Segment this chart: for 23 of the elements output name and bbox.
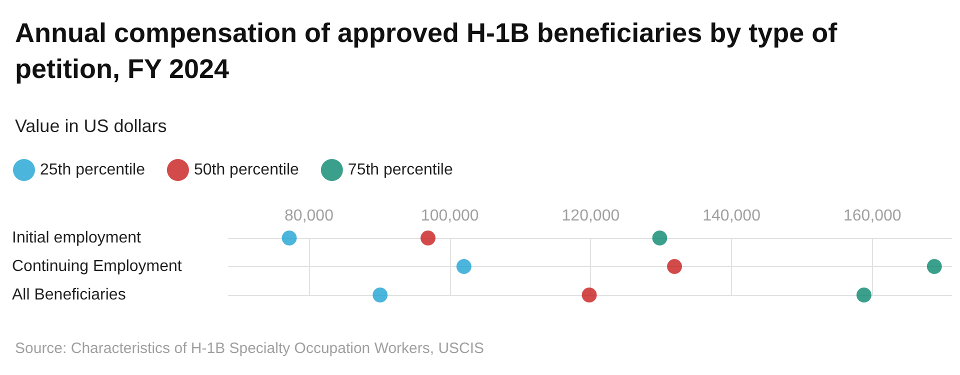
x-tick-label: 100,000: [420, 208, 479, 224]
point: [667, 259, 682, 274]
legend-label: 75th percentile: [348, 162, 453, 178]
chart-title: Annual compensation of approved H-1B beneficiaries by type of petition, FY 2024: [15, 18, 845, 84]
y-tick-label: Continuing Employment: [12, 258, 182, 275]
chart-subtitle: Value in US dollars: [15, 116, 167, 136]
x-tick-label: 160,000: [843, 208, 902, 224]
point: [282, 230, 297, 246]
x-tick-label: 140,000: [702, 208, 761, 224]
point: [652, 230, 668, 246]
point: [456, 259, 472, 274]
x-tick-label: 80,000: [284, 208, 334, 224]
point: [582, 288, 597, 302]
y-tick-label: All Beneficiaries: [12, 286, 126, 304]
y-tick-label: Initial employment: [12, 230, 142, 246]
point: [372, 288, 388, 302]
point: [420, 230, 436, 246]
x-tick-label: 120,000: [562, 208, 620, 224]
point: [856, 288, 872, 302]
legend-label: 25th percentile: [40, 162, 146, 178]
source-note: Source: Characteristics of H-1B Specialty Occupation Workers, USCIS: [15, 340, 484, 357]
legend-label: 50th percentile: [194, 162, 300, 178]
point: [926, 259, 942, 274]
